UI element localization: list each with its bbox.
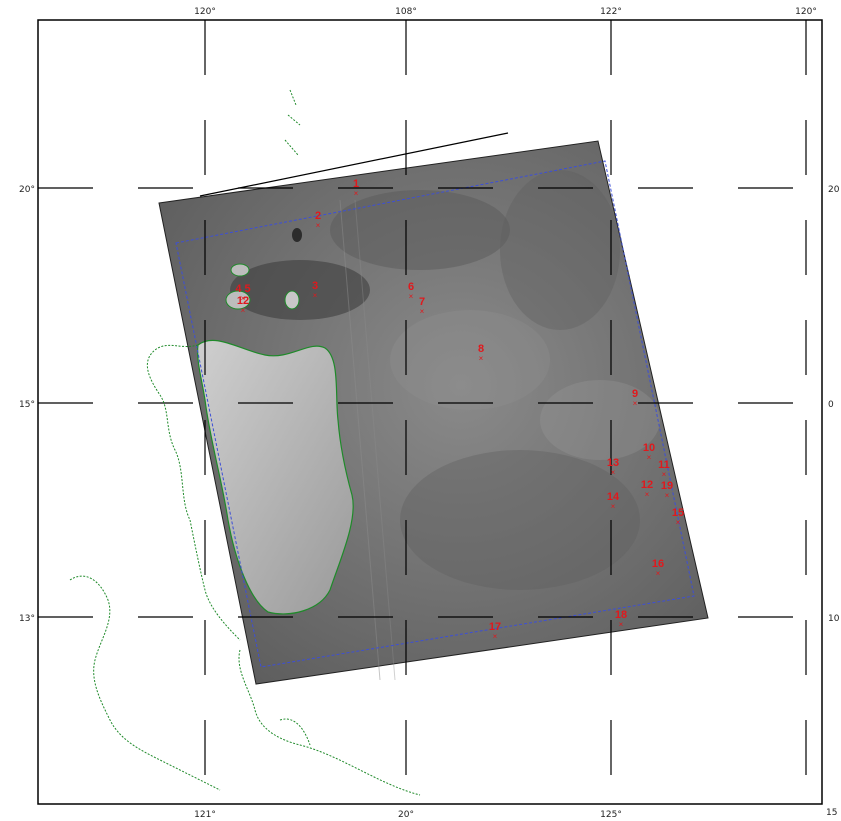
tick-bottom-3: 125°	[600, 810, 622, 820]
tick-left-1: 20°	[19, 185, 35, 195]
land-mass	[197, 339, 354, 615]
station-label: 1	[353, 178, 359, 190]
station-label: 15	[672, 507, 684, 519]
bottom-ticks: 121° 20° 125°	[194, 810, 622, 820]
station-cross-icon: ×	[241, 294, 246, 303]
tick-bottom-1: 121°	[194, 810, 216, 820]
station-label: 16	[652, 558, 664, 570]
tick-right-1: 20	[828, 185, 840, 195]
station-markers: 1×2×3×4 5×12×6× 7×8×9×10×11×12×13×14×15×1…	[235, 178, 684, 641]
station-label: 2	[315, 210, 321, 222]
station-cross-icon: ×	[479, 354, 484, 363]
tick-right-4: 15	[826, 808, 837, 818]
station-label: 18	[615, 609, 627, 621]
station-cross-icon: ×	[676, 518, 681, 527]
coastline	[69, 89, 421, 796]
station-label: 19	[661, 480, 673, 492]
tick-left-2: 15°	[19, 400, 35, 410]
tick-bottom-2: 20°	[398, 810, 414, 820]
station-cross-icon: ×	[611, 502, 616, 511]
station-label: 11	[658, 459, 670, 471]
station-cross-icon: ×	[665, 491, 670, 500]
station-cross-icon: ×	[656, 569, 661, 578]
top-ticks: 120° 108° 122° 120°	[194, 7, 817, 17]
station-cross-icon: ×	[662, 470, 667, 479]
station-cross-icon: ×	[420, 307, 425, 316]
station-cross-icon: ×	[409, 292, 414, 301]
station-cross-icon: ×	[611, 468, 616, 477]
station-label: 17	[489, 621, 501, 633]
station-label: 6	[408, 281, 414, 293]
tick-right-3: 10	[828, 614, 840, 624]
station-cross-icon: ×	[313, 291, 318, 300]
station-cross-icon: ×	[354, 189, 359, 198]
tick-top-1: 120°	[194, 7, 216, 17]
left-ticks: 20° 15° 13°	[19, 185, 35, 624]
station-label: 9	[632, 388, 638, 400]
satellite-scene	[158, 140, 709, 685]
station-label: 3	[312, 280, 318, 292]
orbit-track	[199, 132, 509, 197]
station-cross-icon: ×	[647, 453, 652, 462]
station-cross-icon: ×	[316, 221, 321, 230]
station-cross-icon: ×	[493, 632, 498, 641]
station-cross-icon: ×	[645, 490, 650, 499]
station-label: 7	[419, 296, 425, 308]
tick-top-2: 108°	[395, 7, 417, 17]
station-cross-icon: ×	[241, 306, 246, 315]
station-label: 13	[607, 457, 619, 469]
tick-top-3: 122°	[600, 7, 622, 17]
station-label: 10	[643, 442, 655, 454]
station-cross-icon: ×	[633, 399, 638, 408]
tick-right-2: 0	[828, 400, 834, 410]
tick-left-3: 13°	[19, 614, 35, 624]
station-label: 4 5	[235, 283, 250, 295]
tick-top-4: 120°	[795, 7, 817, 17]
station-label: 12	[237, 295, 249, 307]
station-label: 12	[641, 479, 653, 491]
station-cross-icon: ×	[619, 620, 624, 629]
right-ticks: 20 0 10 15	[826, 185, 840, 818]
graticule	[38, 20, 822, 804]
station-label: 14	[607, 491, 620, 503]
station-label: 8	[478, 343, 484, 355]
